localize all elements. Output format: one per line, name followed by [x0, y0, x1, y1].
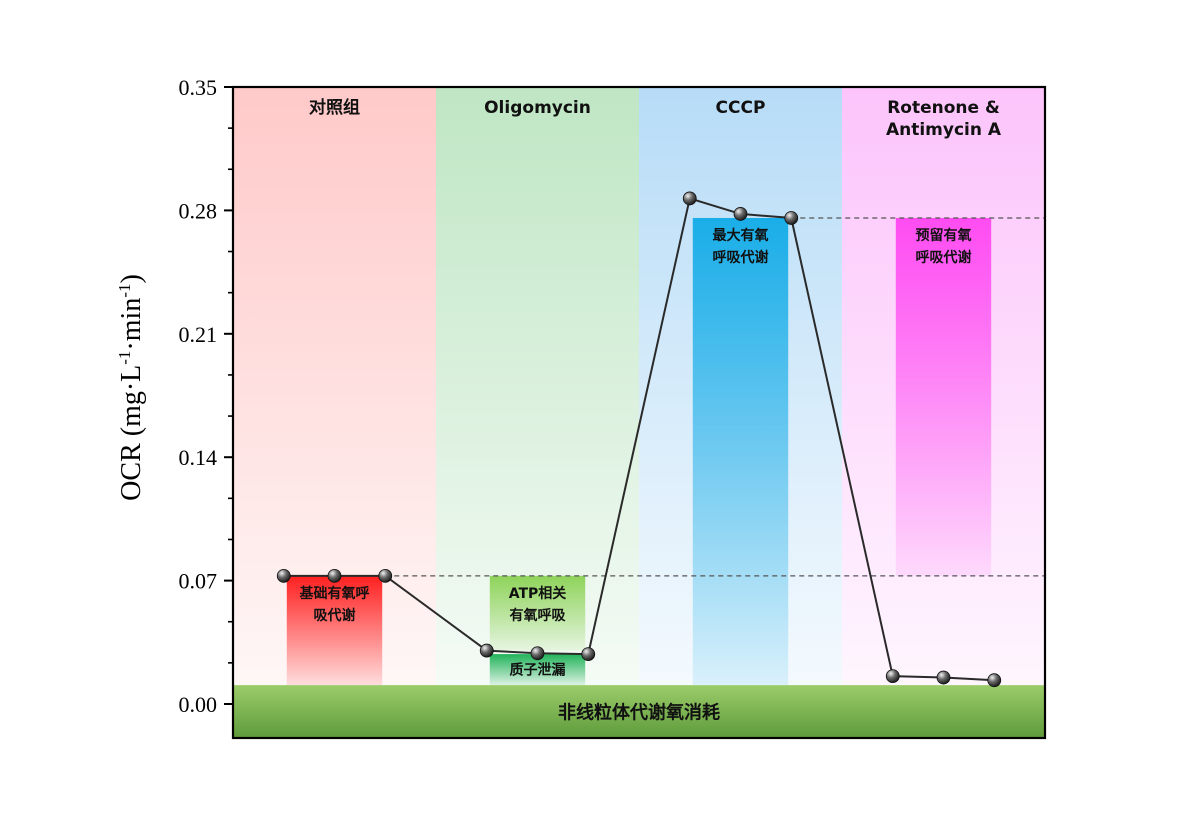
data-point	[885, 669, 900, 684]
baseline-band-label: 非线粒体代谢氧消耗	[558, 702, 720, 724]
y-tick-label: 0.00	[179, 692, 218, 717]
annotation-box-label: 最大有氧	[713, 227, 769, 244]
y-tick-label: 0.14	[179, 445, 218, 470]
plot-frame	[231, 85, 1047, 740]
phase-label: Antimycin A	[886, 120, 1002, 140]
data-line-group	[276, 191, 1002, 688]
phase-label: Oligomycin	[484, 98, 591, 118]
annotation-box-label: ATP相关	[509, 585, 567, 602]
y-tick-label: 0.07	[179, 569, 218, 594]
annotation-box	[895, 217, 992, 576]
phase-label: CCCP	[716, 98, 766, 118]
baseline-band-group	[233, 685, 1045, 738]
data-point	[276, 568, 291, 583]
phase-label: Rotenone &	[887, 98, 1000, 118]
data-point	[682, 191, 697, 206]
data-point	[378, 568, 393, 583]
series-line	[283, 197, 995, 682]
data-point	[530, 646, 545, 661]
data-point	[936, 670, 951, 685]
data-point	[733, 207, 748, 221]
axes	[224, 85, 1047, 740]
annotation-boxes	[286, 217, 992, 686]
annotation-box-label: 呼吸代谢	[713, 249, 769, 266]
annotation-box-label: 有氧呼吸	[510, 607, 567, 624]
annotation-box-label: 质子泄漏	[510, 662, 566, 679]
y-axis-label: OCR (mg·L-1·min-1)	[115, 274, 147, 501]
annotation-box	[692, 217, 789, 686]
data-point	[581, 647, 596, 662]
baseline-band	[233, 685, 1045, 738]
y-tick-label: 0.21	[179, 322, 218, 347]
phase-backgrounds	[233, 87, 1045, 738]
data-point	[479, 643, 494, 658]
data-point	[327, 568, 342, 583]
annotation-box-label: 预留有氧	[916, 227, 972, 244]
annotation-box	[286, 575, 383, 686]
reference-lines	[385, 217, 1045, 577]
phase-label: 对照组	[309, 97, 360, 118]
data-point	[784, 211, 799, 225]
annotation-box-label: 吸代谢	[314, 607, 356, 624]
annotation-box-label: 基础有氧呼	[300, 585, 370, 602]
annotation-box-label: 呼吸代谢	[916, 249, 972, 266]
y-tick-label: 0.28	[179, 198, 218, 223]
y-tick-label: 0.35	[179, 75, 218, 100]
data-point	[987, 673, 1002, 688]
annotation-box	[489, 575, 586, 651]
